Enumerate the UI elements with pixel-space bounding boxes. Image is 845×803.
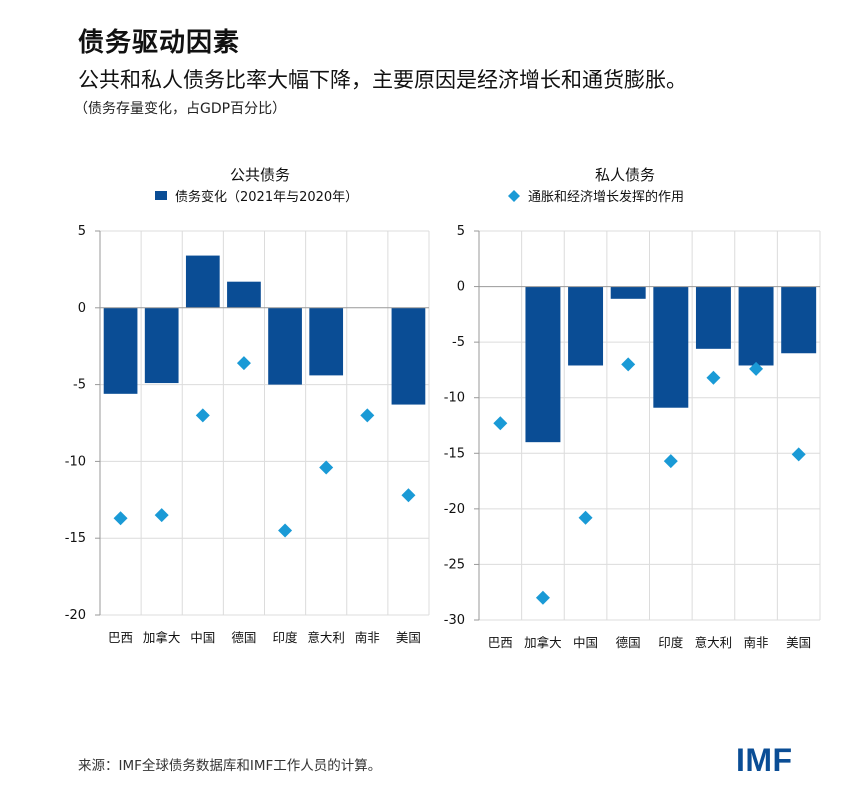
marker-8 <box>791 447 806 462</box>
legend-label: 通胀和经济增长发挥的作用 <box>528 189 684 205</box>
category-label: 中国 <box>190 630 215 645</box>
category-label: 意大利 <box>307 630 345 645</box>
bar-6 <box>695 286 731 349</box>
y-tick-label: 0 <box>457 280 465 295</box>
marker-6 <box>706 370 721 385</box>
marker-4 <box>236 356 251 371</box>
category-label: 加拿大 <box>143 630 181 645</box>
y-tick-label: -10 <box>444 391 465 406</box>
marker-4 <box>621 357 636 372</box>
marker-3 <box>195 408 210 423</box>
marker-7 <box>749 361 764 376</box>
page-subtitle: 公共和私人债务比率大幅下降，主要原因是经济增长和通货膨胀。 <box>78 68 687 92</box>
category-label: 印度 <box>658 635 684 650</box>
y-tick-label: -10 <box>65 454 86 469</box>
marker-2 <box>535 590 550 605</box>
category-label: 南非 <box>355 630 380 645</box>
source-note: 来源：IMF全球债务数据库和IMF工作人员的计算。 <box>78 758 382 774</box>
category-label: 印度 <box>273 630 299 645</box>
marker-6 <box>319 460 334 475</box>
y-tick-label: -20 <box>444 502 465 517</box>
chart-title: 公共债务 <box>230 166 290 184</box>
legend-swatch-diamond <box>508 190 520 202</box>
unit-note: （债务存量变化，占GDP百分比） <box>74 101 287 117</box>
marker-5 <box>278 523 293 538</box>
bar-1 <box>103 307 138 394</box>
y-tick-label: -5 <box>452 335 465 350</box>
bar-3 <box>568 286 604 366</box>
marker-7 <box>360 408 375 423</box>
marker-2 <box>154 508 169 523</box>
y-tick-label: -25 <box>444 557 465 572</box>
marker-1 <box>113 511 128 526</box>
chart-title: 私人债务 <box>595 166 655 184</box>
y-tick-label: -15 <box>65 531 86 546</box>
category-label: 巴西 <box>108 630 133 645</box>
bar-5 <box>653 286 689 408</box>
bar-2 <box>144 307 179 384</box>
bar-6 <box>309 307 344 376</box>
bar-8 <box>391 307 426 405</box>
bar-3 <box>185 255 220 308</box>
marker-5 <box>663 454 678 469</box>
legend-swatch-bar <box>155 191 167 200</box>
category-label: 加拿大 <box>524 635 562 650</box>
bar-7 <box>738 286 774 366</box>
y-tick-label: 5 <box>78 224 86 239</box>
category-label: 巴西 <box>488 635 513 650</box>
bar-2 <box>525 286 561 443</box>
category-label: 美国 <box>786 635 811 650</box>
category-label: 德国 <box>231 630 256 645</box>
y-tick-label: 5 <box>457 224 465 239</box>
y-tick-label: -15 <box>444 446 465 461</box>
marker-3 <box>578 510 593 525</box>
y-tick-label: 0 <box>78 301 86 316</box>
bar-8 <box>781 286 817 354</box>
bar-4 <box>227 281 261 308</box>
chart-panel-1: 公共债务债务变化（2021年与2020年） 5 0 -5 -10 -15 -20 巴西 加拿大中… <box>65 166 430 645</box>
category-label: 美国 <box>396 630 421 645</box>
category-label: 南非 <box>744 635 769 650</box>
category-label: 意大利 <box>695 635 733 650</box>
y-tick-label: -30 <box>444 613 465 628</box>
bar-5 <box>268 307 302 385</box>
legend-label: 债务变化（2021年与2020年） <box>175 189 358 205</box>
imf-logo: IMF <box>736 742 793 778</box>
y-tick-label: -5 <box>73 378 86 393</box>
category-label: 中国 <box>573 635 598 650</box>
marker-8 <box>401 488 416 503</box>
marker-1 <box>493 416 508 431</box>
y-tick-label: -20 <box>65 608 86 623</box>
page-title: 债务驱动因素 <box>78 28 241 58</box>
bar-4 <box>610 286 646 299</box>
category-label: 德国 <box>616 635 641 650</box>
